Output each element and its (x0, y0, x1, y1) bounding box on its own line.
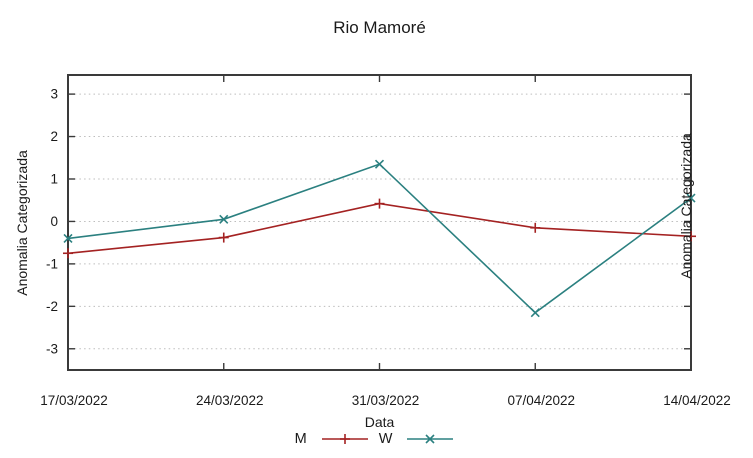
plot-border (67, 74, 692, 371)
x-tick-label: 31/03/2022 (352, 393, 420, 408)
legend-label-w: W (378, 431, 393, 447)
y-tick-label: -3 (46, 341, 58, 356)
plus-marker (63, 248, 73, 259)
y-tick-label: 1 (50, 171, 58, 186)
y-tick-label: -1 (46, 256, 58, 271)
plus-marker (530, 222, 541, 233)
plus-marker (686, 231, 696, 242)
series-line-m (67, 202, 692, 255)
legend-label-m: M (294, 431, 307, 447)
y-tick-label: 0 (50, 214, 58, 229)
x-tick-label: 24/03/2022 (196, 393, 264, 408)
y-tick-label: 3 (50, 87, 58, 102)
chart-title: Rio Mamoré (333, 18, 426, 37)
y-tick-label: -2 (46, 299, 58, 314)
cross-marker (686, 193, 696, 203)
cross-marker (530, 308, 540, 318)
cross-marker (374, 159, 385, 169)
x-tick-label: 17/03/2022 (40, 393, 108, 408)
x-tick-label: 14/04/2022 (663, 393, 731, 408)
plus-marker (374, 198, 385, 209)
legend-plus-marker-sample (321, 434, 368, 444)
x-tick-label: 07/04/2022 (507, 393, 575, 408)
legend-cross-marker-sample (407, 434, 454, 444)
plus-marker (218, 232, 229, 243)
cross-marker (63, 233, 73, 243)
x-axis-label: Data (364, 414, 395, 430)
y-tick-label: 2 (50, 129, 58, 144)
adjacent-chart-y-axis-label: Anomalia Categorizada (678, 133, 694, 279)
series-line-w (67, 163, 692, 314)
y-axis-label: Anomalia Categorizada (14, 150, 30, 296)
cross-marker (219, 214, 229, 224)
